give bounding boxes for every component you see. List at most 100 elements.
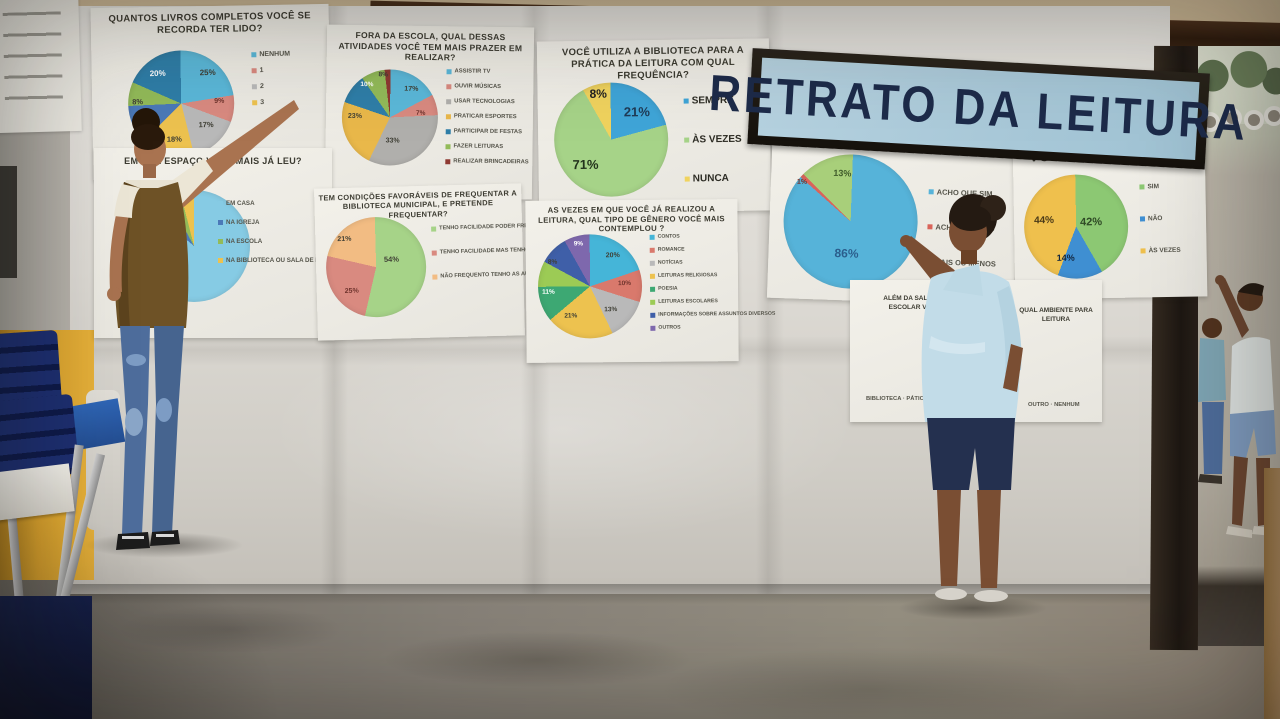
pct-label: 7%	[415, 109, 426, 117]
legend-swatch	[684, 137, 690, 143]
poster-title: AS VEZES EM QUE VOCÊ JÁ REALIZOU A LEITU…	[538, 204, 725, 234]
person-left-pointing	[107, 100, 299, 550]
ripped-knee	[156, 398, 172, 422]
sandal-stripe	[156, 534, 174, 537]
pct-label: 21%	[564, 312, 578, 320]
legend: EM CASA NA IGREJA NA ESCOLA NA BIBLIOTEC…	[218, 200, 342, 264]
legend-swatch	[445, 158, 451, 164]
pie-chart-condicoes	[324, 215, 428, 319]
legend-item: LEITURAS ESCOLARES	[650, 298, 775, 305]
chair-seat-dark	[0, 596, 92, 719]
pct-label: 9%	[573, 240, 584, 248]
legend-swatch	[218, 201, 223, 206]
pct-label: 10%	[617, 280, 632, 288]
legend-swatch	[649, 260, 655, 266]
legend-item: LEITURAS RELIGIOSAS	[649, 272, 775, 279]
forearm	[1003, 344, 1023, 392]
legend-swatch	[218, 220, 223, 225]
pct-label: 17%	[404, 85, 419, 93]
legend: CONTOS ROMANCE NOTÍCIAS LEITURAS RELIGIO…	[649, 233, 776, 331]
legend-swatch	[1139, 216, 1146, 222]
flip-flop	[974, 590, 1008, 602]
legend-swatch	[251, 84, 257, 90]
legend-swatch	[650, 286, 656, 292]
pct-label: 8%	[589, 86, 607, 101]
legend-item: FAZER LEITURAS	[445, 143, 528, 150]
legend-item: NA IGREJA	[218, 219, 342, 226]
legend-item: NÃO	[1139, 215, 1180, 223]
legend-swatch	[1140, 248, 1146, 254]
outdoor-people	[1198, 275, 1276, 538]
pct-label: 42%	[1079, 216, 1103, 229]
legend-item: OUTROS	[650, 324, 775, 331]
legend-item: NOTÍCIAS	[649, 259, 775, 266]
pct-label: 11%	[542, 288, 555, 296]
white-sleeve-left	[114, 184, 140, 218]
pie-chart-frequencia	[553, 81, 669, 198]
poster-atividades-prazer: FORA DA ESCOLA, QUAL DESSAS ATIVIDADES V…	[324, 24, 535, 200]
legend: SIM NÃO ÀS VEZES	[1139, 183, 1181, 255]
neck	[143, 164, 156, 178]
legend-swatch	[446, 98, 452, 104]
legend-item: ÀS VEZES	[684, 134, 742, 146]
illegible-text-lines	[2, 11, 64, 109]
pct-label: 25%	[344, 287, 359, 295]
legend-item: 2	[251, 83, 296, 91]
poster-title-right: QUAL AMBIENTE PARA LEITURA	[1019, 307, 1093, 324]
hand	[107, 287, 121, 301]
poster-frequencia-biblioteca: VOCÊ UTILIZA A BIBLIOTECA PARA A PRÁTICA…	[536, 38, 772, 214]
legend-item: SIM	[1139, 183, 1179, 191]
navy-shorts	[927, 418, 1015, 490]
legend-swatch	[445, 143, 451, 149]
pct-label: 33%	[385, 137, 400, 145]
legend-item: INFORMAÇÕES SOBRE ASSUNTOS DIVERSOS	[650, 311, 775, 318]
legend-swatch	[650, 299, 656, 305]
pct-label: 8%	[378, 71, 388, 79]
legend-swatch	[683, 98, 689, 104]
pct-label: 10%	[360, 81, 374, 89]
legend-item: PARTICIPAR DE FESTAS	[445, 128, 529, 135]
brown-vest	[114, 182, 189, 328]
shirt-fold	[929, 336, 985, 355]
legend-item: NA ESCOLA	[218, 238, 342, 245]
leg	[977, 490, 1001, 588]
legend: ASSISTIR TV OUVIR MÚSICAS USAR TECNOLOGI…	[445, 68, 530, 165]
pct-label: 13%	[604, 306, 618, 314]
legend-swatch	[251, 68, 257, 74]
sandal	[116, 532, 150, 550]
left-dark-niche	[0, 166, 17, 278]
jeans-leg	[152, 326, 184, 534]
ripped-thigh	[126, 354, 146, 366]
pct-label: 71%	[572, 156, 599, 173]
banner-paper: RETRATO DA LEITURA	[708, 57, 1250, 160]
legend-item: PRATICAR ESPORTES	[445, 113, 529, 120]
legend-item: POESIA	[650, 285, 775, 292]
sheet-bottom-shadow	[66, 584, 1170, 604]
person-right-pointing	[900, 194, 1023, 602]
legend-item: ÀS VEZES	[1140, 247, 1181, 255]
pct-label: 20%	[605, 252, 620, 260]
pct-label: 1%	[796, 178, 808, 186]
legend-swatch	[432, 274, 438, 280]
pct-label: 21%	[623, 104, 650, 120]
legend-swatch	[446, 83, 452, 89]
legend-row: OUTRO · NENHUM	[1028, 402, 1080, 408]
poster-biblioteca-municipal: TEM CONDIÇÕES FAVORÁVEIS DE FREQUENTAR A…	[314, 183, 556, 341]
legend-item: NA BIBLIOTECA OU SALA DE LEITURA	[218, 257, 342, 264]
poster-genero-leitura: AS VEZES EM QUE VOCÊ JÁ REALIZOU A LEITU…	[525, 199, 775, 363]
pct-label: 21%	[337, 235, 352, 244]
pct-label: 8%	[547, 258, 558, 266]
legend-item: ASSISTIR TV	[446, 68, 530, 75]
banner-title: RETRATO DA LEITURA	[707, 65, 1250, 152]
paper-stack	[0, 463, 75, 521]
legend-item: ROMANCE	[649, 246, 775, 253]
pct-label: 13%	[833, 167, 852, 179]
legend-swatch	[251, 52, 257, 58]
legend-swatch	[684, 176, 690, 182]
legend-swatch	[445, 128, 451, 134]
legend-swatch	[218, 258, 223, 263]
parked-wheel	[1222, 108, 1242, 128]
legend-item: NUNCA	[684, 173, 743, 185]
hair	[131, 124, 165, 150]
